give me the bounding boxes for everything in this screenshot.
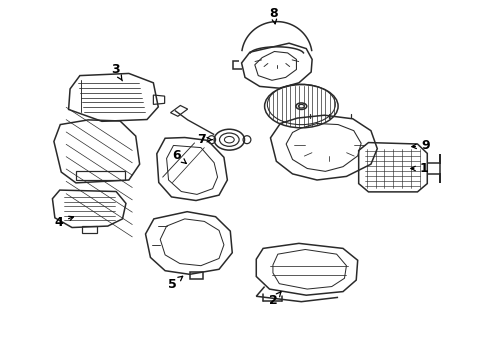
Text: 7: 7 [197,133,212,146]
Text: 9: 9 [412,139,430,152]
Text: 5: 5 [168,276,183,291]
Ellipse shape [296,103,307,109]
Text: 3: 3 [111,63,122,81]
Text: 8: 8 [269,7,278,24]
Text: 1: 1 [411,162,428,175]
Text: 6: 6 [172,149,186,163]
Text: 2: 2 [269,292,281,307]
Text: 4: 4 [54,216,74,229]
